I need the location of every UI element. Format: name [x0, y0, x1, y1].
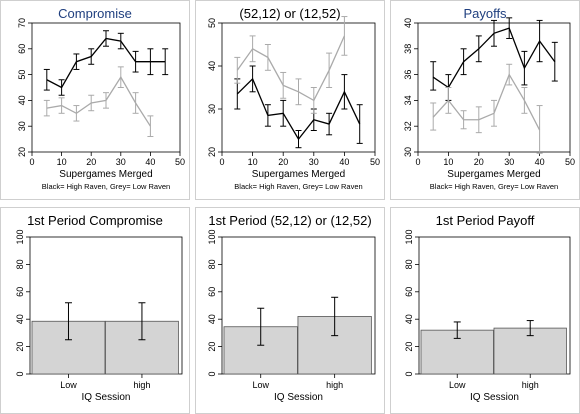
x-axis-label: IQ Session — [82, 392, 131, 403]
series-line — [46, 75, 151, 127]
y-tick-label: 80 — [404, 259, 414, 269]
y-tick-label: 20 — [17, 147, 27, 157]
y-tick-label: 60 — [15, 287, 25, 297]
series-line — [432, 27, 556, 89]
series-line — [236, 35, 345, 102]
x-tick-label: 50 — [370, 157, 380, 167]
x-tick-label: 50 — [175, 157, 185, 167]
x-tick-label: 40 — [535, 157, 545, 167]
y-tick-label: 60 — [17, 44, 27, 54]
y-tick-label: 0 — [15, 371, 25, 376]
x-tick-label: 30 — [309, 157, 319, 167]
series-low-raven — [43, 66, 154, 138]
x-tick-label: 10 — [443, 157, 453, 167]
x-tick-label: 40 — [339, 157, 349, 167]
series-line — [432, 73, 541, 131]
y-tick-label: 0 — [207, 371, 217, 376]
y-tick-label: 60 — [404, 287, 414, 297]
chart-title: Payoffs — [463, 6, 507, 21]
x-axis-label: IQ Session — [274, 392, 323, 403]
y-tick-label: 30 — [207, 104, 217, 114]
series-line — [236, 77, 361, 141]
y-tick-label: 60 — [207, 287, 217, 297]
series-high-raven — [43, 30, 169, 96]
y-tick-label: 20 — [404, 342, 414, 352]
legend-note: Black= High Raven, Grey= Low Raven — [234, 182, 362, 191]
y-tick-label: 100 — [404, 229, 414, 244]
x-tick-label: Low — [449, 380, 466, 390]
chart-panel-2: (52,12) or (12,52) 20 30 40 50 0 10 20 30 40 50 Sup… — [195, 0, 385, 200]
legend-note: Black= High Raven, Grey= Low Raven — [430, 182, 558, 191]
y-tick-label: 40 — [207, 61, 217, 71]
y-tick-label: 0 — [404, 371, 414, 376]
y-tick-label: 100 — [15, 229, 25, 244]
series-high-raven — [234, 65, 363, 149]
y-tick-label: 30 — [17, 121, 27, 131]
x-tick-label: 50 — [565, 157, 575, 167]
x-tick-label: 40 — [145, 157, 155, 167]
x-axis-label: Supergames Merged — [252, 169, 345, 180]
x-tick-label: 20 — [278, 157, 288, 167]
y-tick-label: 40 — [207, 314, 217, 324]
series-line — [46, 37, 166, 89]
y-tick-label: 40 — [404, 314, 414, 324]
x-axis-label: IQ Session — [470, 392, 519, 403]
x-tick-label: 30 — [504, 157, 514, 167]
x-tick-label: Low — [60, 380, 77, 390]
chart-panel-3: Payoffs 30 32 34 36 38 40 0 10 20 30 40 50 Supergames… — [390, 0, 580, 200]
y-tick-label: 30 — [403, 147, 413, 157]
x-axis-label: Supergames Merged — [447, 169, 540, 180]
x-tick-label: 10 — [248, 157, 258, 167]
x-tick-label: 0 — [415, 157, 420, 167]
x-tick-label: high — [522, 380, 539, 390]
chart-panel-5: 1st Period (52,12) or (12,52) 0 20 40 60 80 10… — [195, 207, 385, 414]
y-tick-label: 38 — [403, 44, 413, 54]
x-tick-label: high — [326, 380, 343, 390]
x-tick-label: high — [133, 380, 150, 390]
y-tick-label: 34 — [403, 95, 413, 105]
x-tick-label: 20 — [474, 157, 484, 167]
chart-title: 1st Period (52,12) or (12,52) — [208, 213, 371, 228]
y-tick-label: 20 — [15, 342, 25, 352]
chart-title: (52,12) or (12,52) — [239, 6, 340, 21]
chart-panel-1: Compromise 20 30 40 50 60 70 0 10 20 30 40 50 Superga… — [0, 0, 190, 200]
chart-title: Compromise — [58, 6, 132, 21]
y-tick-label: 40 — [403, 18, 413, 28]
y-tick-label: 50 — [207, 18, 217, 28]
x-tick-label: 0 — [219, 157, 224, 167]
x-tick-label: Low — [252, 380, 269, 390]
x-tick-label: 30 — [116, 157, 126, 167]
series-low-raven — [234, 16, 348, 114]
x-tick-label: 0 — [29, 157, 34, 167]
y-tick-label: 50 — [17, 70, 27, 80]
y-tick-label: 80 — [207, 259, 217, 269]
x-axis-label: Supergames Merged — [59, 169, 152, 180]
y-tick-label: 20 — [207, 342, 217, 352]
y-tick-label: 70 — [17, 18, 27, 28]
y-tick-label: 20 — [207, 147, 217, 157]
panel-frame — [195, 0, 385, 200]
y-tick-label: 80 — [15, 259, 25, 269]
chart-title: 1st Period Compromise — [27, 213, 163, 228]
y-tick-label: 40 — [15, 314, 25, 324]
y-tick-label: 32 — [403, 121, 413, 131]
y-tick-label: 100 — [207, 229, 217, 244]
x-tick-label: 10 — [57, 157, 67, 167]
y-tick-label: 36 — [403, 70, 413, 80]
x-tick-label: 20 — [86, 157, 96, 167]
chart-panel-4: 1st Period Compromise 0 20 40 60 80 100 Low high… — [0, 207, 190, 414]
chart-title: 1st Period Payoff — [436, 213, 535, 228]
legend-note: Black= High Raven, Grey= Low Raven — [42, 182, 170, 191]
panel-frame — [0, 0, 190, 200]
series-low-raven — [430, 63, 543, 154]
y-tick-label: 40 — [17, 95, 27, 105]
